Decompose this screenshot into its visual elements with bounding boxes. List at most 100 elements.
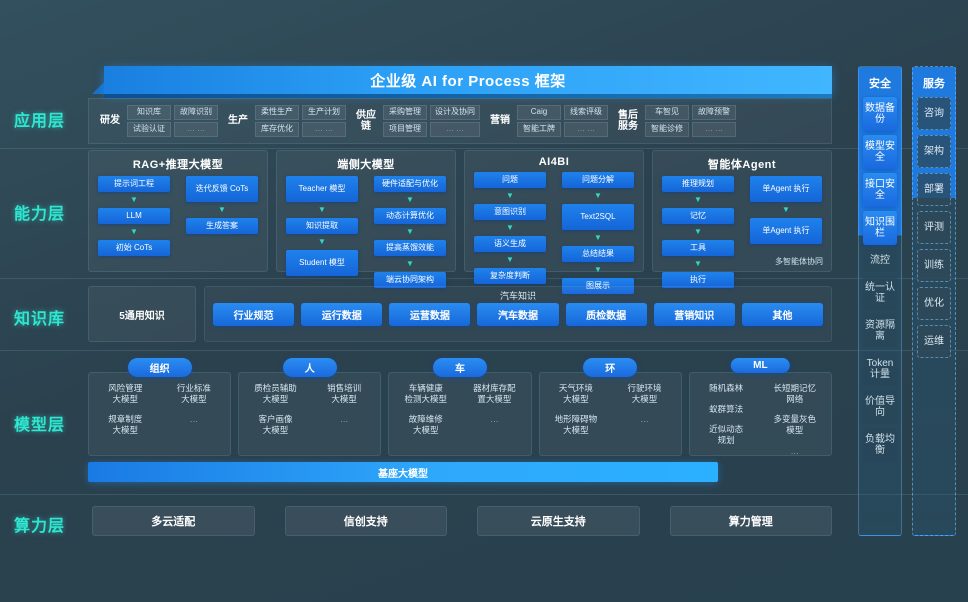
app-cell[interactable]: 故障识别 bbox=[174, 105, 218, 120]
compute-box[interactable]: 云原生支持 bbox=[477, 506, 640, 536]
ability-node[interactable]: 图展示 bbox=[562, 278, 634, 294]
app-cell[interactable]: … … bbox=[430, 122, 480, 137]
model-item[interactable]: 行驶环境 大模型 bbox=[627, 383, 662, 404]
ability-node[interactable]: 初始 CoTs bbox=[98, 240, 170, 256]
model-item[interactable]: 地形障碍物 大模型 bbox=[554, 414, 598, 435]
app-cell[interactable]: 智能工牌 bbox=[517, 122, 561, 137]
knowledge-chip[interactable]: 营销知识 bbox=[653, 303, 735, 326]
ability-node[interactable]: 总结结果 bbox=[562, 246, 634, 262]
ability-node[interactable]: 端云协同架构 bbox=[374, 272, 446, 288]
model-item[interactable]: 销售培训 大模型 bbox=[327, 383, 362, 404]
app-cell[interactable]: … … bbox=[302, 122, 346, 137]
ability-node[interactable]: Text2SQL bbox=[562, 204, 634, 230]
knowledge-chip[interactable]: 运行数据 bbox=[301, 303, 383, 326]
ability-node[interactable]: 推理规划 bbox=[662, 176, 734, 192]
security-item[interactable]: Token计量 bbox=[863, 352, 897, 386]
model-item[interactable]: 车辆健康 检测大模型 bbox=[404, 383, 447, 404]
service-item[interactable]: 架构 bbox=[917, 135, 951, 168]
ability-node[interactable]: 问题 bbox=[474, 172, 546, 188]
model-group-pill[interactable]: 人 bbox=[282, 358, 337, 377]
security-item[interactable]: 知识围栏 bbox=[863, 211, 897, 245]
app-cell[interactable]: 库存优化 bbox=[255, 122, 299, 137]
model-group-pill[interactable]: 车 bbox=[433, 358, 487, 377]
model-item[interactable]: 故障维修 大模型 bbox=[408, 414, 443, 435]
app-cell[interactable]: 知识库 bbox=[127, 105, 171, 120]
model-item[interactable]: 多变量灰色 模型 bbox=[773, 414, 816, 435]
model-item[interactable]: 器材库存配 置大模型 bbox=[473, 383, 516, 404]
ability-node[interactable]: Student 模型 bbox=[286, 250, 358, 276]
model-item[interactable]: 长短期记忆 网络 bbox=[773, 383, 816, 404]
model-item[interactable]: … bbox=[189, 414, 199, 425]
ability-node[interactable]: 单Agent 执行 bbox=[750, 176, 822, 202]
ability-node[interactable]: 记忆 bbox=[662, 208, 734, 224]
security-item[interactable]: 流控 bbox=[863, 249, 897, 272]
service-item[interactable]: 评测 bbox=[917, 211, 951, 244]
app-cell[interactable]: Caig bbox=[517, 105, 561, 120]
ability-node[interactable]: 动态计算优化 bbox=[374, 208, 446, 224]
security-item[interactable]: 接口安全 bbox=[863, 173, 897, 207]
ability-node[interactable]: 知识提取 bbox=[286, 218, 358, 234]
service-item[interactable]: 咨询 bbox=[917, 97, 951, 130]
ability-node[interactable]: 语义生成 bbox=[474, 236, 546, 252]
knowledge-chip[interactable]: 行业规范 bbox=[213, 303, 295, 326]
model-group-pill[interactable]: ML bbox=[731, 358, 790, 373]
ability-node[interactable]: 执行 bbox=[662, 272, 734, 288]
ability-node[interactable]: 迭代反馈 CoTs bbox=[186, 176, 258, 202]
app-cell[interactable]: 车智见 bbox=[645, 105, 689, 120]
model-item[interactable]: … bbox=[490, 414, 499, 425]
service-item[interactable]: 优化 bbox=[917, 287, 951, 320]
model-item[interactable]: 蚁群算法 bbox=[709, 403, 744, 414]
knowledge-chip[interactable]: 运营数据 bbox=[389, 303, 471, 326]
model-item[interactable]: 规章制度 大模型 bbox=[108, 414, 143, 435]
app-cell[interactable]: 故障预警 bbox=[692, 105, 736, 120]
ability-node[interactable]: LLM bbox=[98, 208, 170, 224]
ability-node[interactable]: 复杂度判断 bbox=[474, 268, 546, 284]
model-group-pill[interactable]: 环 bbox=[583, 358, 638, 377]
model-item[interactable]: 天气环境 大模型 bbox=[558, 383, 593, 404]
compute-box[interactable]: 多云适配 bbox=[92, 506, 255, 536]
service-item[interactable]: 训练 bbox=[917, 249, 951, 282]
security-item[interactable]: 模型安全 bbox=[863, 135, 897, 169]
security-item[interactable]: 数据备份 bbox=[863, 97, 897, 131]
ability-node[interactable]: 提示词工程 bbox=[98, 176, 170, 192]
ability-node[interactable]: 硬件适配与优化 bbox=[374, 176, 446, 192]
app-cell[interactable]: 采购管理 bbox=[383, 105, 427, 120]
knowledge-chip[interactable]: 质检数据 bbox=[565, 303, 647, 326]
ability-node[interactable]: 单Agent 执行 bbox=[750, 218, 822, 244]
compute-box[interactable]: 信创支持 bbox=[284, 506, 447, 536]
model-item[interactable]: 客户画像 大模型 bbox=[258, 414, 293, 435]
model-item[interactable]: 随机森林 bbox=[709, 383, 744, 393]
ability-node[interactable]: 工具 bbox=[662, 240, 734, 256]
model-item[interactable]: 风险管理 大模型 bbox=[108, 383, 143, 404]
app-cell[interactable]: … … bbox=[174, 122, 218, 137]
compute-box[interactable]: 算力管理 bbox=[669, 506, 832, 536]
knowledge-chip[interactable]: 汽车数据 bbox=[477, 303, 559, 326]
app-cell[interactable]: … … bbox=[564, 122, 608, 137]
model-item[interactable]: … bbox=[339, 414, 349, 425]
ability-node[interactable]: 提高蒸馏效能 bbox=[374, 240, 446, 256]
app-cell[interactable]: 试验认证 bbox=[127, 122, 171, 137]
model-item[interactable]: 行业标准 大模型 bbox=[176, 383, 211, 404]
model-group-pill[interactable]: 组织 bbox=[127, 358, 192, 377]
security-item[interactable]: 价值导向 bbox=[863, 390, 897, 424]
model-item[interactable]: 近似动态 规划 bbox=[709, 424, 744, 445]
ability-node[interactable]: 问题分解 bbox=[562, 172, 634, 188]
app-cell[interactable]: 设计及协同 bbox=[430, 105, 480, 120]
security-item[interactable]: 负载均衡 bbox=[863, 428, 897, 462]
knowledge-chip[interactable]: 其他 bbox=[741, 303, 823, 326]
security-item[interactable]: 资源隔离 bbox=[863, 314, 897, 348]
app-cell[interactable]: … … bbox=[692, 122, 736, 137]
model-item[interactable]: … bbox=[790, 445, 799, 456]
ability-node[interactable]: 意图识别 bbox=[474, 204, 546, 220]
ability-node[interactable]: 生成答案 bbox=[186, 218, 258, 234]
app-cell[interactable]: 生产计划 bbox=[302, 105, 346, 120]
model-item[interactable]: 质检员辅助 大模型 bbox=[254, 383, 297, 404]
app-cell[interactable]: 线索评级 bbox=[564, 105, 608, 120]
model-item[interactable]: … bbox=[640, 414, 649, 425]
app-cell[interactable]: 柔性生产 bbox=[255, 105, 299, 120]
service-item[interactable]: 部署 bbox=[917, 173, 951, 206]
app-cell[interactable]: 智能诊修 bbox=[645, 122, 689, 137]
security-item[interactable]: 统一认证 bbox=[863, 276, 897, 310]
ability-node[interactable]: Teacher 模型 bbox=[286, 176, 358, 202]
service-item[interactable]: 运维 bbox=[917, 325, 951, 358]
